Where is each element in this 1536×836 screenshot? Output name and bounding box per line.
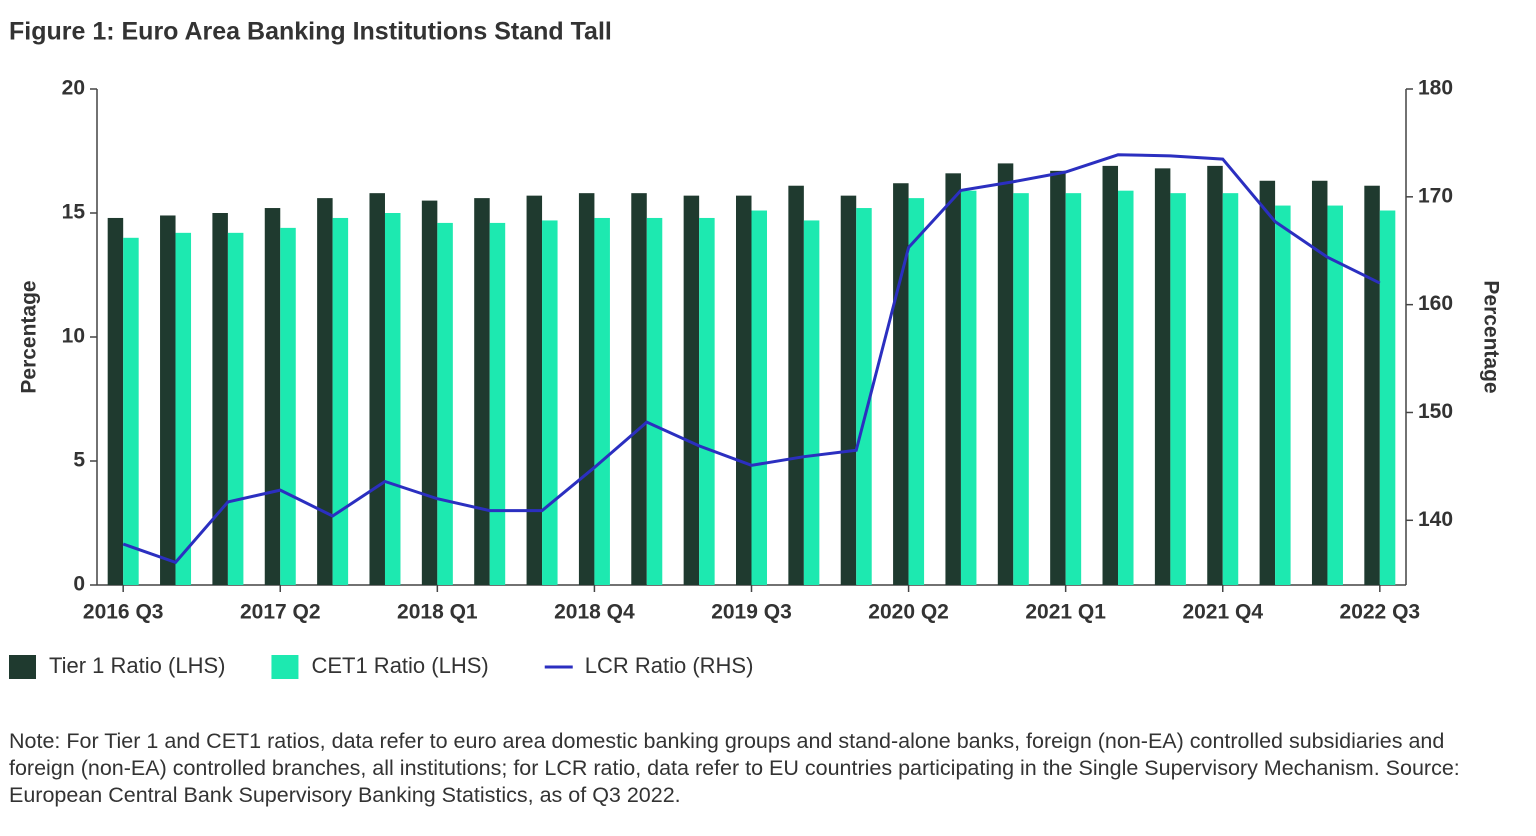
- bar: [1327, 205, 1343, 585]
- legend-label: LCR Ratio (RHS): [585, 653, 754, 678]
- x-tick-label: 2018 Q4: [554, 601, 635, 624]
- bar: [1050, 170, 1066, 585]
- chart-title: Figure 1: Euro Area Banking Institutions…: [9, 18, 612, 46]
- bar: [489, 222, 506, 586]
- bar: [107, 217, 124, 585]
- bar: [332, 217, 349, 585]
- legend-swatch: [271, 655, 299, 679]
- bar: [631, 193, 647, 585]
- bar: [1311, 180, 1328, 585]
- y2-axis-label: Percentage: [1479, 280, 1502, 393]
- bar: [421, 200, 438, 585]
- y-tick-label: 5: [73, 449, 85, 472]
- legend-swatch: [9, 655, 36, 679]
- bar: [699, 217, 715, 585]
- bar: [1222, 193, 1239, 585]
- bar: [526, 195, 543, 585]
- bar: [908, 198, 925, 585]
- x-tick-label: 2022 Q3: [1340, 601, 1421, 624]
- y2-tick-label: 150: [1418, 400, 1453, 423]
- bar: [175, 232, 192, 585]
- bar: [212, 213, 228, 585]
- note: Note: For Tier 1 and CET1 ratios, data r…: [9, 729, 1460, 807]
- x-tick-label: 2017 Q2: [240, 601, 321, 624]
- y-tick-label: 15: [62, 201, 86, 224]
- bar: [160, 215, 176, 586]
- y-tick-label: 20: [62, 77, 85, 100]
- bar: [646, 217, 663, 585]
- bar: [227, 232, 244, 585]
- bar: [997, 163, 1014, 585]
- bar: [1102, 165, 1119, 585]
- bar: [1154, 168, 1171, 586]
- bar: [264, 208, 281, 586]
- bar: [1118, 190, 1134, 585]
- bar: [369, 193, 385, 585]
- bar: [123, 237, 139, 586]
- y2-tick-label: 140: [1418, 508, 1453, 531]
- bar: [1379, 210, 1396, 585]
- y-tick-label: 10: [62, 325, 85, 348]
- chart: Figure 1: Euro Area Banking Institutions…: [9, 18, 1502, 679]
- bar: [1065, 193, 1082, 585]
- bar: [1013, 193, 1029, 585]
- bar: [594, 217, 610, 585]
- line: [122, 153, 1381, 565]
- bar: [840, 195, 857, 585]
- bar: [856, 208, 872, 586]
- bar: [1207, 165, 1223, 585]
- bar: [317, 198, 333, 585]
- bar: [1275, 205, 1291, 585]
- bar: [683, 195, 700, 585]
- bar: [736, 195, 752, 585]
- y2-tick-label: 180: [1418, 77, 1453, 100]
- bar: [803, 220, 820, 585]
- bar: [945, 173, 961, 585]
- y2-tick-label: 170: [1418, 184, 1453, 207]
- bar: [1170, 193, 1186, 585]
- bar: [474, 198, 490, 585]
- bar: [1364, 185, 1380, 585]
- x-tick-label: 2016 Q3: [83, 601, 164, 624]
- legend-label: Tier 1 Ratio (LHS): [49, 653, 225, 678]
- bar: [1259, 180, 1276, 585]
- x-tick-label: 2021 Q4: [1182, 601, 1263, 624]
- bar: [788, 185, 804, 585]
- y-axis-label: Percentage: [18, 280, 41, 393]
- y2-tick-label: 160: [1418, 292, 1453, 315]
- bar: [751, 210, 767, 585]
- bar: [437, 222, 453, 586]
- y-tick-label: 0: [73, 573, 85, 596]
- bar: [280, 227, 296, 585]
- x-tick-label: 2020 Q2: [868, 601, 949, 624]
- bar: [893, 183, 909, 586]
- bar: [960, 190, 977, 585]
- bar: [578, 193, 595, 585]
- bar: [542, 220, 558, 585]
- x-tick-label: 2021 Q1: [1025, 601, 1106, 624]
- legend-label: CET1 Ratio (LHS): [311, 653, 488, 678]
- x-tick-label: 2018 Q1: [397, 601, 478, 624]
- x-tick-label: 2019 Q3: [711, 601, 792, 624]
- bar: [384, 213, 401, 585]
